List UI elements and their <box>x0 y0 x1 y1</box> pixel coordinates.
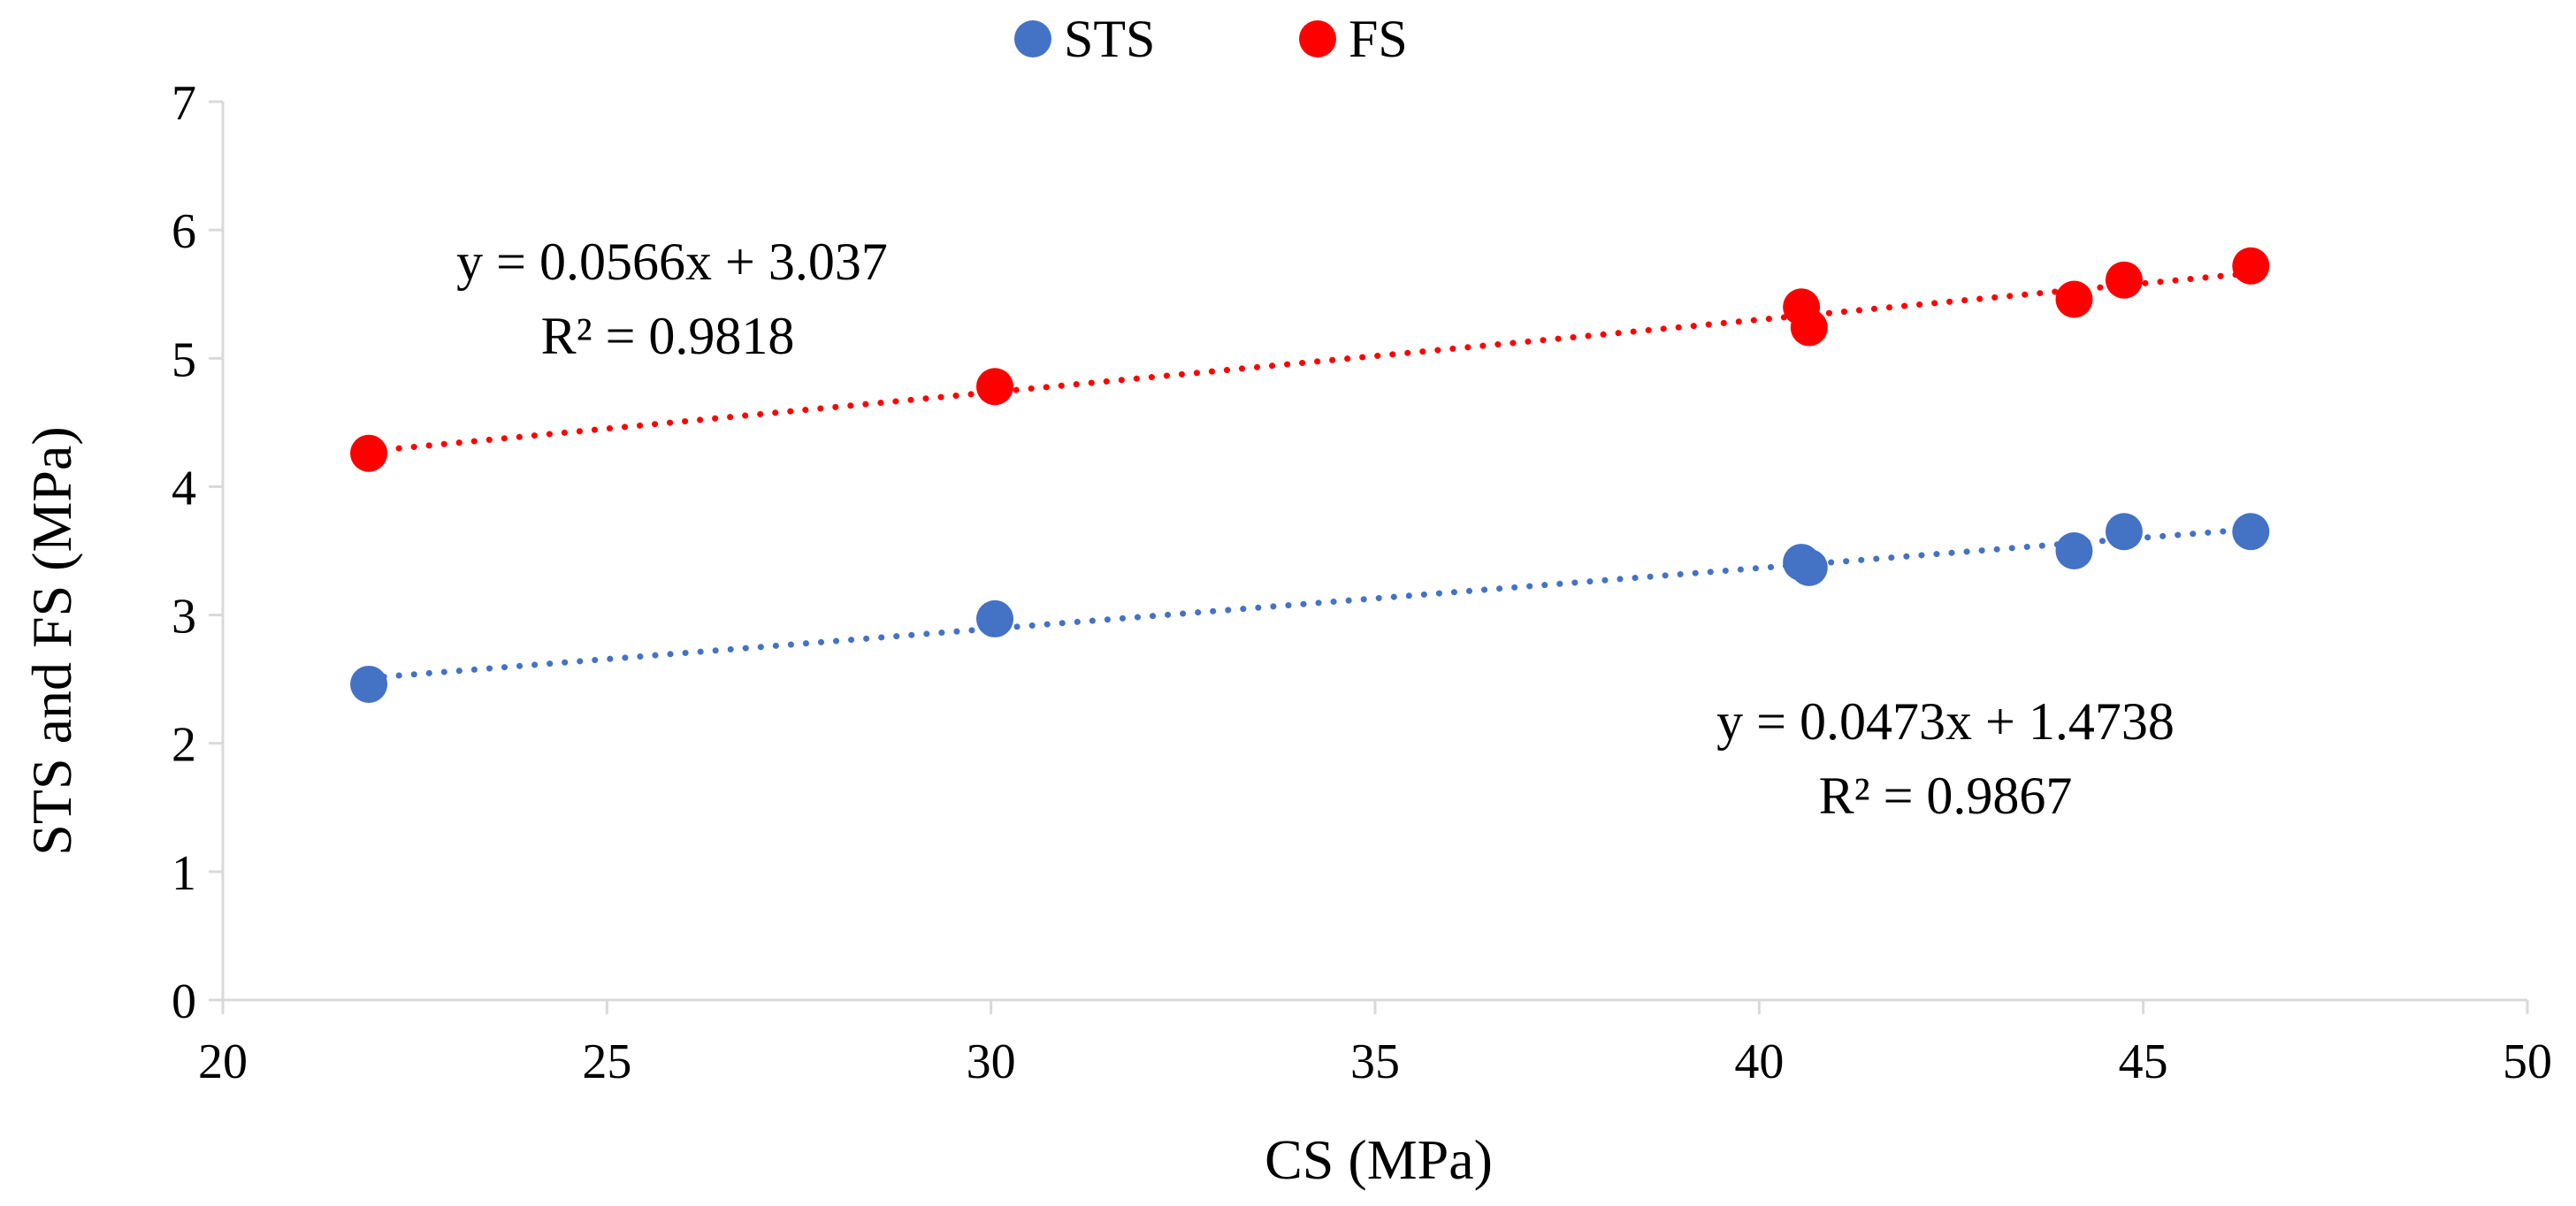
trendline-fs <box>365 270 2254 454</box>
data-point-fs <box>2232 247 2270 285</box>
legend-label-fs: FS <box>1349 10 1408 68</box>
data-point-fs <box>2055 280 2093 318</box>
trendlines <box>365 270 2254 682</box>
sts-r-squared-label: R² = 0.9867 <box>1819 767 2073 825</box>
y-tick-label: 2 <box>172 718 196 773</box>
legend-label-sts: STS <box>1064 10 1155 68</box>
fs-r-squared-label: R² = 0.9818 <box>541 307 795 365</box>
y-tick-label: 5 <box>172 332 196 387</box>
y-tick-label: 1 <box>172 846 196 901</box>
x-tick-label: 35 <box>1350 1034 1400 1089</box>
data-point-sts <box>2055 532 2093 569</box>
x-tick-label: 25 <box>582 1034 631 1089</box>
y-tick-label: 7 <box>172 76 196 131</box>
sts-equation-label: y = 0.0473x + 1.4738 <box>1716 692 2175 751</box>
fs-equation-label: y = 0.0566x + 3.037 <box>456 233 888 291</box>
data-point-sts <box>976 599 1014 637</box>
y-tick-label: 4 <box>172 461 196 515</box>
x-tick-label: 20 <box>198 1034 248 1089</box>
data-point-fs <box>350 434 388 472</box>
data-point-sts <box>350 665 388 703</box>
x-tick-label: 50 <box>2503 1034 2552 1089</box>
y-tick-label: 0 <box>172 974 196 1029</box>
x-tick-label: 40 <box>1734 1034 1784 1089</box>
x-axis-title: CS (MPa) <box>1265 1128 1493 1191</box>
x-tick-label: 45 <box>2119 1034 2168 1089</box>
y-tick-label: 3 <box>172 590 196 645</box>
y-axis-title: STS and FS (MPa) <box>20 426 83 855</box>
trendline-sts <box>365 526 2254 682</box>
legend-marker-fs <box>1299 20 1336 57</box>
data-point-sts <box>1790 548 1828 586</box>
x-tick-label: 30 <box>967 1034 1016 1089</box>
data-point-fs <box>1790 309 1828 347</box>
y-tick-label: 6 <box>172 204 196 259</box>
data-points <box>350 247 2270 703</box>
data-point-fs <box>976 368 1014 406</box>
data-point-sts <box>2105 513 2143 551</box>
legend-marker-sts <box>1014 20 1051 57</box>
legend: STS FS <box>1014 10 1408 68</box>
data-point-sts <box>2232 513 2270 551</box>
data-point-fs <box>2105 261 2143 299</box>
